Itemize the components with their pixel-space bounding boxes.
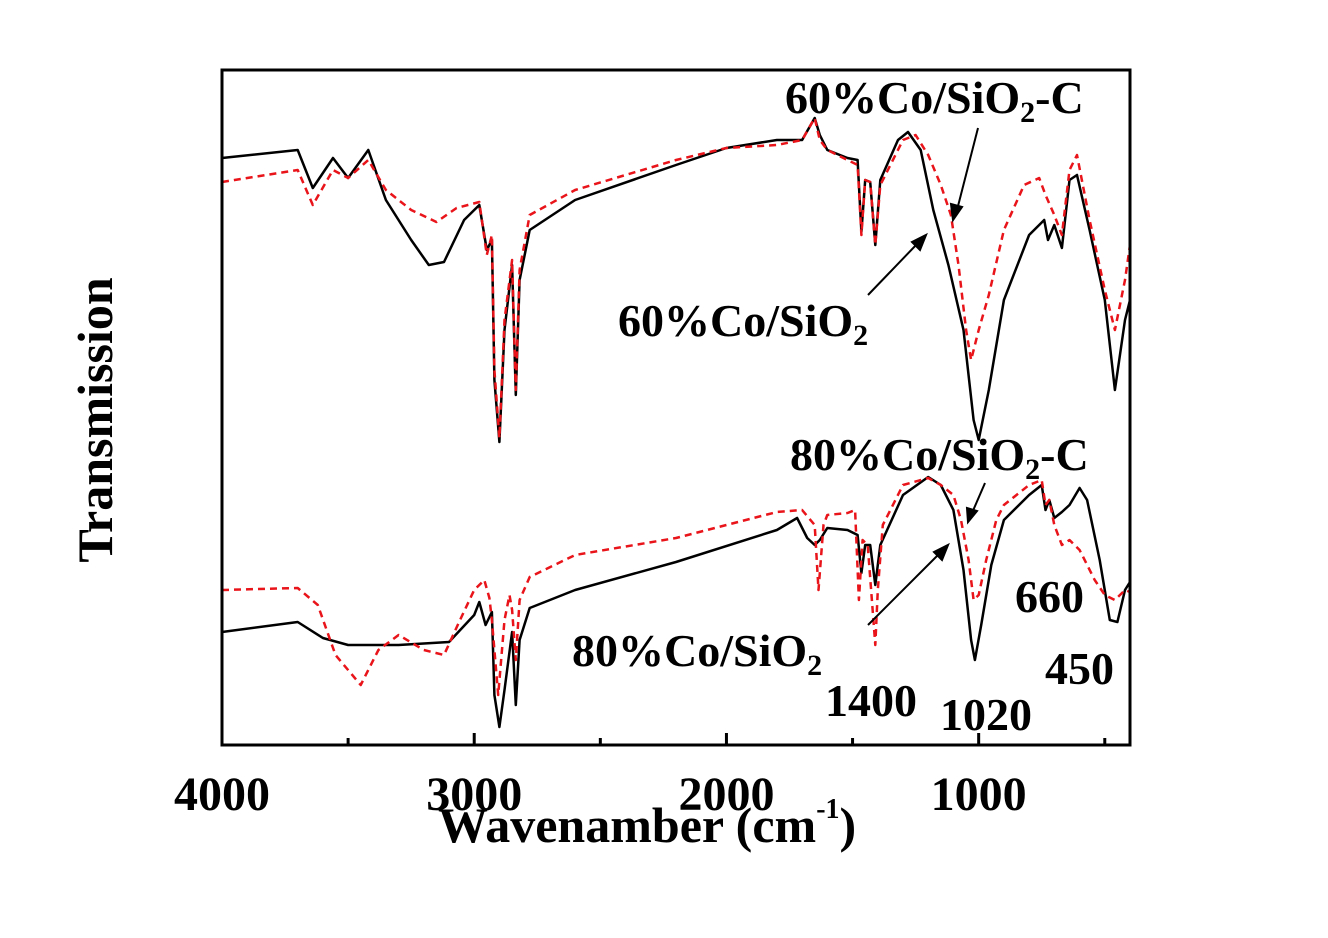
peak-label-1400: 1400 [825,675,917,726]
arrow-60-c [956,127,979,211]
label-60-c: 60%Co/SiO2-C [785,72,1084,129]
plot-frame [220,68,1132,747]
x-tick-label: 1000 [931,768,1027,821]
series-line-3 [221,476,1131,697]
series-lines [221,116,1132,729]
label-80-c: 80%Co/SiO2-C [790,429,1089,486]
x-tick-label: 2000 [678,768,774,821]
peak-label-450: 450 [1045,643,1114,694]
label-80: 80%Co/SiO2 [572,625,822,682]
peak-label-1020: 1020 [940,689,1032,740]
series-line-2 [221,475,1132,729]
annotation-arrows [867,127,986,626]
series-line-1 [221,116,1132,440]
arrow-60 [867,242,919,296]
arrow-60-c-head [949,202,964,223]
arrow-60-head [910,232,928,252]
y-axis-title: Transmission [67,277,123,562]
arrow-80-c-head [965,506,979,525]
arrow-80-head [932,542,950,562]
arrow-80-c [971,482,986,514]
x-tick-label: 4000 [174,768,270,821]
peak-label-660: 660 [1015,571,1084,622]
series-line-0 [221,116,1132,444]
x-tick-label: 3000 [426,768,522,821]
x-axis-ticks: 4000 3000 2000 1000 [174,733,1107,821]
x-axis-title: Wavenamber (cm-1) [438,794,856,853]
label-60: 60%Co/SiO2 [618,295,868,352]
arrow-80 [867,552,941,626]
